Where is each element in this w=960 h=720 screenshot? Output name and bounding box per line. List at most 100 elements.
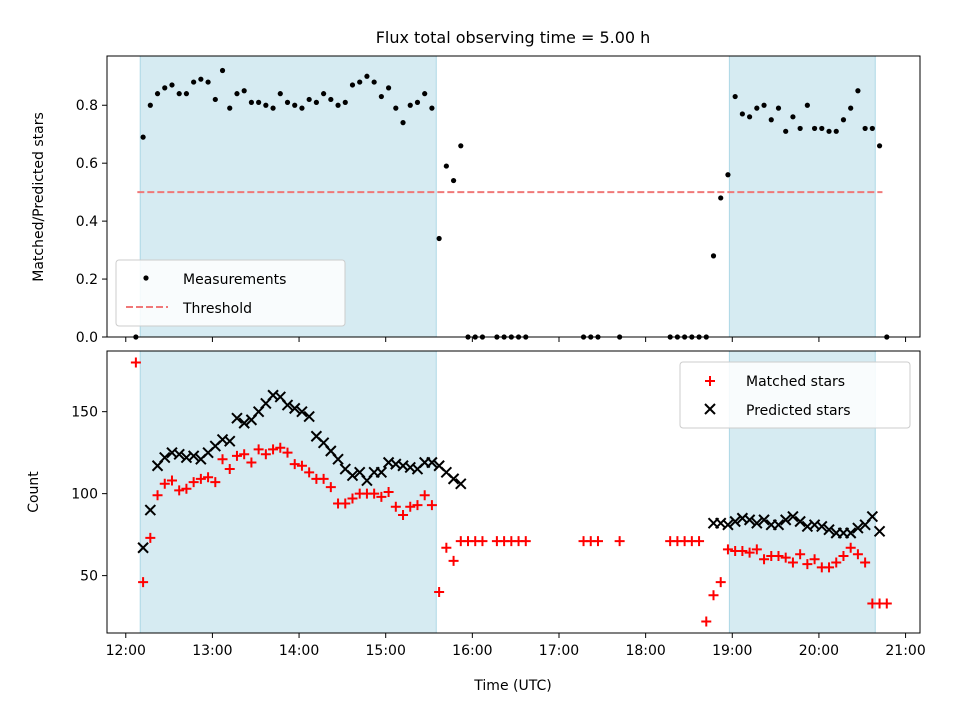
measurements-point xyxy=(422,91,428,97)
measurements-point xyxy=(241,88,247,94)
measurements-point xyxy=(458,143,464,149)
matched-stars-point xyxy=(852,549,863,560)
measurements-point xyxy=(876,143,883,149)
predicted-stars-point xyxy=(375,466,388,479)
measurements-point xyxy=(833,128,839,134)
x-tick-label: 13:00 xyxy=(192,643,232,659)
bottom-y-tick-label: 100 xyxy=(71,487,98,503)
matched-stars-point xyxy=(152,490,163,501)
matched-stars-point xyxy=(520,536,531,547)
x-tick-label: 14:00 xyxy=(279,643,319,659)
measurements-point xyxy=(450,177,457,184)
measurements-point xyxy=(176,91,182,97)
predicted-stars-point xyxy=(729,515,741,528)
predicted-stars-point xyxy=(426,456,438,469)
measurements-point xyxy=(183,91,190,97)
measurements-point xyxy=(263,102,269,108)
measurements-point xyxy=(840,117,847,123)
predicted-stars-point xyxy=(873,525,886,538)
measurements-point xyxy=(162,85,168,91)
measurements-point xyxy=(306,96,312,103)
predicted-stars-point xyxy=(866,510,879,523)
legend-matched-stars-label: Matched stars xyxy=(746,374,845,390)
measurements-point xyxy=(371,79,377,85)
matched-stars-point xyxy=(419,490,430,501)
matched-stars-point xyxy=(809,554,820,565)
matched-stars-point xyxy=(715,577,726,588)
measurements-point xyxy=(768,117,774,123)
predicted-stars-point xyxy=(715,517,727,529)
measurements-point xyxy=(797,125,803,132)
x-tick-label: 18:00 xyxy=(625,643,665,659)
matched-stars-point xyxy=(759,554,770,565)
top-legend-box xyxy=(115,259,346,327)
measurements-point xyxy=(783,128,789,134)
bottom-legend-box xyxy=(679,361,911,429)
measurements-point xyxy=(429,105,435,111)
predicted-stars-point xyxy=(816,520,828,533)
matched-stars-point xyxy=(268,444,279,455)
predicted-stars-point xyxy=(187,450,200,462)
predicted-stars-point xyxy=(144,504,157,516)
measurements-point xyxy=(234,91,240,97)
predicted-stars-point xyxy=(303,410,315,423)
matched-stars-point xyxy=(347,493,358,504)
predicted-stars-point xyxy=(722,519,734,531)
predicted-stars-point xyxy=(844,527,857,539)
measurements-point xyxy=(191,79,197,85)
measurements-point xyxy=(212,96,218,103)
top-y-tick-label: 0.0 xyxy=(76,330,98,346)
measurements-point xyxy=(407,102,413,108)
top-y-tick-label: 0.4 xyxy=(76,214,98,230)
measurements-point xyxy=(219,67,226,74)
measurements-point xyxy=(364,73,370,79)
measurements-point xyxy=(739,111,745,117)
measurements-point xyxy=(862,125,868,132)
matched-stars-point xyxy=(881,598,892,609)
matched-stars-point xyxy=(239,449,250,460)
predicted-stars-point xyxy=(447,473,460,485)
matched-stars-point xyxy=(434,587,445,598)
measurements-point xyxy=(248,99,255,105)
measurements-point xyxy=(328,96,334,103)
measurements-point xyxy=(732,93,738,100)
matched-stars-point xyxy=(282,447,293,458)
measurements-point xyxy=(154,91,161,97)
predicted-stars-point xyxy=(289,402,301,415)
predicted-stars-point xyxy=(173,448,185,460)
measurements-point xyxy=(400,120,406,126)
measurements-point xyxy=(790,114,796,120)
predicted-stars-point xyxy=(296,405,308,418)
legend-predicted-stars-swatch xyxy=(704,403,716,415)
legend-predicted-stars-label: Predicted stars xyxy=(746,403,851,419)
measurements-point xyxy=(775,105,782,111)
bottom-y-tick-label: 150 xyxy=(71,405,98,421)
matched-stars-point xyxy=(787,557,798,568)
measurements-point xyxy=(299,105,305,111)
matched-stars-point xyxy=(138,577,149,588)
matched-stars-point xyxy=(145,532,156,543)
bottom-plot: 50 100 150 12:00 13:00 14:00 15:00 16:00 17:00 18… xyxy=(71,350,926,659)
measurements-point xyxy=(443,163,449,169)
matched-stars-point xyxy=(383,487,394,497)
matched-stars-point xyxy=(369,488,380,499)
top-y-tick-label: 0.2 xyxy=(76,272,98,288)
matched-stars-point xyxy=(130,357,141,368)
matched-stars-point xyxy=(802,559,813,570)
measurements-point xyxy=(357,79,363,85)
matched-stars-point xyxy=(217,454,228,465)
matched-stars-point xyxy=(296,460,307,471)
matched-stars-point xyxy=(188,477,199,488)
matched-stars-point xyxy=(325,482,336,493)
matched-stars-point xyxy=(592,536,603,547)
predicted-stars-point xyxy=(779,514,792,526)
chart-title: Flux total observing time = 5.00 h xyxy=(376,28,651,47)
matched-stars-point xyxy=(159,478,170,489)
matched-stars-point xyxy=(708,590,719,601)
measurements-point xyxy=(147,102,153,108)
measurements-point xyxy=(819,125,825,132)
measurements-point xyxy=(747,114,753,120)
bottom-y-tick-label: 50 xyxy=(80,569,98,585)
matched-stars-point xyxy=(838,550,849,561)
top-axes-frame xyxy=(106,55,921,338)
